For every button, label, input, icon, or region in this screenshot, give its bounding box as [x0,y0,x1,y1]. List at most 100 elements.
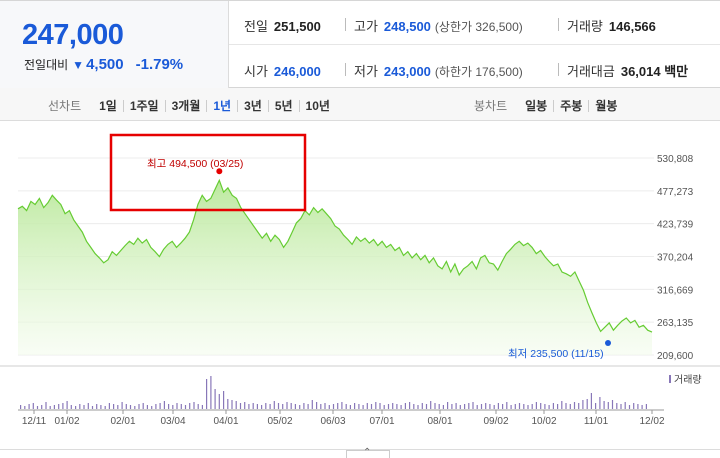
volume-bar [252,403,254,409]
volume-bar [557,404,559,409]
price-chart[interactable]: 530,808 477,273 423,739 370,204 316,669 263,1… [0,121,720,449]
volume-bar [425,404,428,409]
collapse-handle[interactable]: ⌃ [346,447,390,458]
volume-bar [595,403,597,409]
volume-value: 146,566 [608,19,656,34]
volume-bar [404,403,406,409]
low-marker [605,340,611,346]
tab-1y[interactable]: 1년 [207,99,239,112]
volume-bar [53,405,55,409]
y-tick-label: 423,739 [657,220,694,231]
volume-bar [210,376,212,409]
x-tick-label: 08/01 [427,416,452,427]
tab-daily[interactable]: 일봉 [519,99,555,112]
tab-3y[interactable]: 3년 [238,99,269,112]
day-high-value: 248,500 [383,19,431,34]
y-tick-label: 530,808 [657,154,694,165]
volume-bar [387,404,390,409]
volume-bar [117,405,119,409]
volume-bar [189,403,191,409]
volume: 거래량 146,566 [567,16,656,35]
volume-bar [146,405,148,409]
x-tick-label: 04/01 [213,416,238,427]
volume-bar [168,404,170,409]
volume-bar [332,404,335,409]
volume-bar [434,403,436,409]
volume-bar [417,405,419,409]
change-value: 4,500 [86,56,124,73]
volume-bar [176,403,178,409]
volume-bar [552,403,554,409]
volume-bar [214,389,216,409]
high-annotation: 최고 494,500 (03/25) [147,158,243,170]
y-tick-label: 316,669 [657,285,694,296]
line-chart-label: 선차트 [48,99,82,113]
volume-bar [218,394,220,409]
volume-bar [611,400,614,409]
volume-bar [354,403,356,409]
down-triangle-icon: ▼ [72,57,85,72]
volume-bar [290,403,292,409]
volume-bar [62,403,64,409]
volume-bar [129,405,132,409]
open-value: 246,000 [273,64,321,79]
volume-bar [104,406,106,409]
volume-bar [544,404,546,409]
x-tick-label: 02/01 [110,416,135,427]
volume-bar [349,405,351,409]
volume-bar [134,406,136,409]
volume-bar [535,402,537,409]
volume-bar [277,403,280,409]
x-tick-label: 10/02 [531,416,556,427]
volume-bar [28,404,30,409]
volume-bar [633,403,635,409]
volume-bar [451,404,453,409]
volume-bar [282,404,284,409]
volume-bar [413,404,415,409]
volume-bar [421,403,423,409]
tab-1d[interactable]: 1일 [93,99,124,112]
volume-bar [100,405,102,409]
x-tick-label: 11/01 [584,416,609,427]
volume-bar [155,404,157,409]
volume-bar [514,404,516,409]
volume-bar [396,404,398,409]
volume-bar [561,401,563,409]
volume-bar [261,405,263,409]
volume-bar [506,402,508,409]
y-tick-label: 209,600 [657,351,694,362]
volume-bar [607,402,609,409]
x-tick-label: 03/04 [160,416,185,427]
volume-bar [345,404,347,409]
tab-10y[interactable]: 10년 [305,98,330,113]
volume-bar [464,404,466,409]
volume-bar [442,405,444,409]
tab-monthly[interactable]: 월봉 [595,98,618,113]
volume-bar [231,400,233,409]
volume-bar [447,402,449,409]
volume-bar [66,401,68,409]
volume-bar [79,404,81,409]
volume-bar [184,405,187,409]
prev-close: 전일 251,500 [244,16,321,35]
tab-5y[interactable]: 5년 [269,99,300,112]
volume-bar [366,403,368,409]
y-tick-label: 263,135 [657,318,694,329]
tab-weekly[interactable]: 주봉 [554,99,590,112]
y-tick-label: 370,204 [657,253,694,264]
volume-bars [20,376,647,409]
volume-bar [620,404,622,409]
volume-bar [480,404,483,409]
x-tick-label: 01/02 [54,416,79,427]
volume-bar [121,402,123,409]
tab-1w[interactable]: 1주일 [124,99,166,112]
volume-bar [256,404,258,409]
volume-bar [320,404,322,409]
change-percent: -1.79% [135,56,184,73]
volume-bar [32,403,34,409]
volume-bar [197,404,199,409]
volume-bar [540,403,542,409]
volume-bar [49,406,51,409]
volume-bar [468,403,470,409]
tab-3m[interactable]: 3개월 [166,99,208,112]
